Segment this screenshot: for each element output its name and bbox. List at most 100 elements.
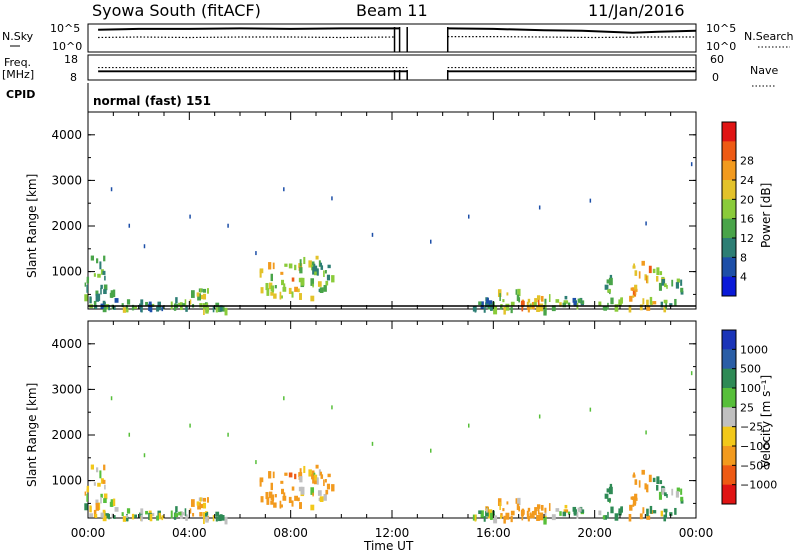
power-cell (89, 296, 92, 304)
velocity-cell (646, 484, 649, 493)
power-cell (483, 307, 486, 313)
power-cell (294, 264, 297, 271)
velocity-cell (134, 514, 137, 518)
velocity-cell (536, 514, 540, 521)
power-cell (649, 296, 653, 305)
velocity-cell (660, 510, 663, 517)
power-cell (485, 302, 489, 308)
power-cell (158, 303, 161, 311)
colorbar-swatch (722, 160, 736, 181)
power-cell (559, 302, 562, 307)
power-cell (259, 270, 262, 278)
power-scatter-cell (110, 187, 113, 192)
nave-right-tick-top: 60 (710, 53, 724, 66)
power-cell (95, 293, 100, 302)
power-cell (189, 299, 192, 305)
power-scatter-cell (227, 223, 229, 228)
velocity-cell (544, 507, 547, 513)
colorbar-tick-label: 100 (740, 382, 761, 395)
colorbar-tick-label: 28 (740, 155, 754, 168)
velocity-cell (151, 512, 155, 517)
velocity-cell (562, 511, 567, 517)
nsky-line-solid-1 (447, 27, 697, 34)
power-cell (327, 264, 331, 269)
power-cell (100, 284, 103, 289)
velocity-cell (548, 503, 551, 511)
velocity-cell (100, 497, 102, 504)
power-cell (639, 304, 643, 311)
nave-right-tick-bottom: 0 (712, 71, 719, 84)
velocity-cell (113, 515, 116, 519)
power-cell (224, 307, 228, 316)
velocity-panel-frame (87, 320, 697, 519)
velocity-cell (644, 483, 647, 490)
velocity-scatter-cell (255, 460, 257, 465)
power-cell (126, 307, 129, 313)
power-cell (644, 274, 647, 281)
velocity-cell (638, 480, 641, 488)
nsky-line-solid-0 (98, 27, 400, 31)
velocity-cell (303, 465, 306, 474)
power-cell (175, 297, 178, 304)
power-cell (196, 292, 200, 297)
power-cell (539, 303, 544, 312)
colorbar-swatch (722, 330, 736, 350)
power-cell (618, 299, 622, 307)
velocity-cell (95, 499, 99, 505)
velocity-cell (478, 510, 482, 515)
velocity-cell (649, 505, 653, 514)
power-y-label: Slant Range [km] (25, 174, 39, 278)
velocity-cell (271, 497, 275, 502)
power-cell (629, 295, 633, 302)
power-cell (140, 299, 144, 305)
x-axis-label: Time UT (363, 539, 414, 553)
velocity-cell (634, 497, 638, 501)
power-cell (284, 263, 288, 267)
velocity-cell (294, 495, 298, 501)
velocity-cell (148, 510, 152, 514)
power-cell (312, 283, 314, 288)
velocity-scatter-cell (189, 423, 191, 428)
power-cell (676, 278, 680, 283)
velocity-cell (573, 510, 577, 515)
power-cell (319, 262, 323, 266)
power-cell (93, 300, 97, 309)
y-tick-label: 4000 (51, 128, 82, 142)
velocity-cell (192, 512, 195, 517)
velocity-cell (665, 511, 668, 519)
velocity-cell (486, 506, 489, 513)
velocity-cell (516, 503, 520, 511)
velocity-colorbar-label: Velocity [m s⁻¹] (759, 375, 773, 468)
power-cell (148, 301, 152, 305)
velocity-cell (280, 480, 284, 484)
power-cell (567, 302, 571, 306)
power-cell (282, 286, 287, 292)
velocity-cell (652, 477, 656, 483)
y-tick-label: 4000 (51, 337, 82, 351)
y-tick-label: 2000 (51, 219, 82, 233)
x-tick-label: 20:00 (577, 526, 612, 540)
velocity-cell (184, 508, 187, 516)
power-cell (100, 288, 102, 295)
velocity-cell (266, 497, 270, 505)
velocity-cell (530, 514, 533, 519)
power-cell (281, 279, 285, 286)
velocity-cell (608, 486, 613, 495)
colorbar-swatch (722, 407, 736, 428)
power-cell (480, 301, 484, 309)
power-cell (313, 267, 318, 276)
power-cell (184, 299, 187, 307)
power-cell (270, 291, 274, 296)
power-cell (102, 270, 106, 275)
colorbar-tick-label: 8 (740, 251, 747, 264)
freq-left-tick-top: 18 (64, 53, 78, 66)
velocity-cell (313, 476, 318, 485)
power-cell (486, 299, 488, 304)
velocity-cell (658, 491, 662, 500)
velocity-cell (632, 503, 635, 507)
power-cell (646, 299, 649, 308)
power-cell (602, 306, 606, 311)
power-cell (190, 290, 195, 298)
x-tick-label: 00:00 (71, 526, 106, 540)
power-cell (221, 306, 225, 312)
